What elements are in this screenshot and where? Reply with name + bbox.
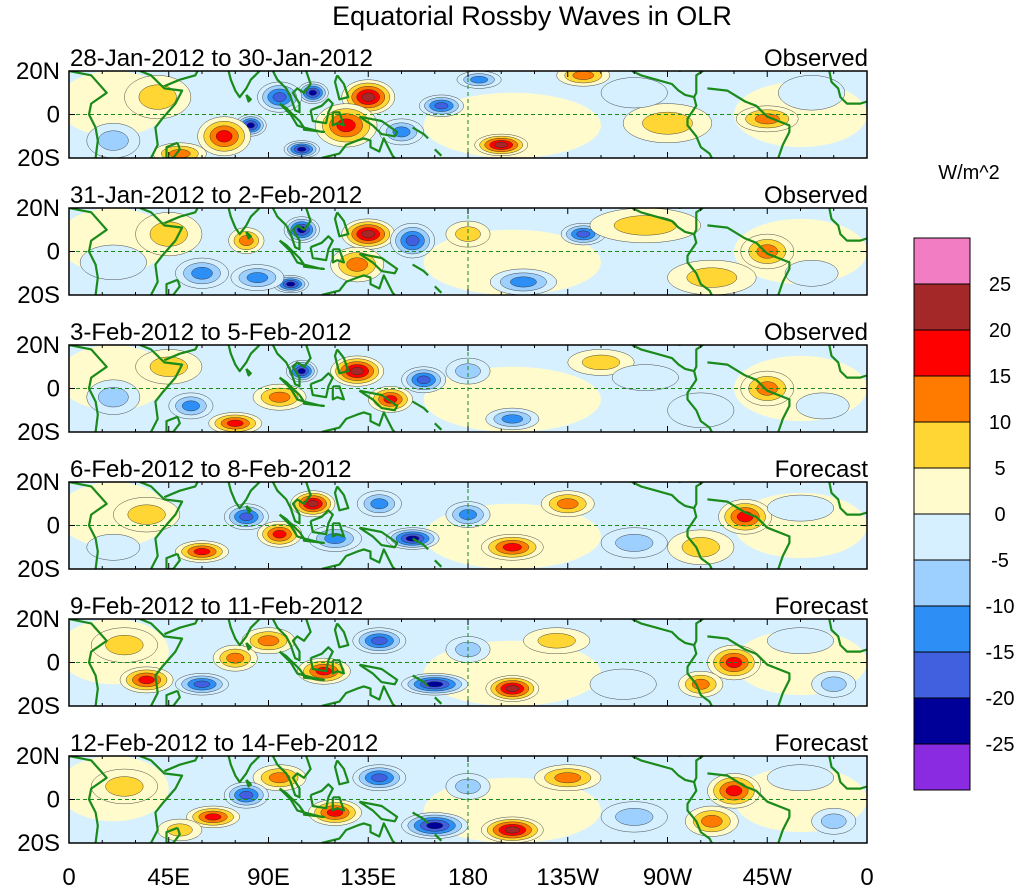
colorbar-swatch <box>913 651 971 699</box>
y-tick-label: 20S <box>17 145 60 172</box>
panel-date-range: 9-Feb-2012 to 11-Feb-2012 <box>70 593 363 620</box>
x-tick-label: 90E <box>247 864 290 890</box>
colorbar-label: -15 <box>986 642 1015 664</box>
x-tick-label: 135E <box>340 864 396 890</box>
colorbar-label: -20 <box>986 688 1015 710</box>
colorbar-swatch <box>913 421 971 469</box>
panel-date-range: 6-Feb-2012 to 8-Feb-2012 <box>70 456 352 483</box>
y-tick-label: 0 <box>47 513 60 540</box>
colorbar-unit: W/m^2 <box>938 162 1000 184</box>
x-tick-label: 45E <box>147 864 190 890</box>
y-tick-label: 20S <box>17 556 60 583</box>
y-tick-label: 0 <box>47 376 60 403</box>
y-tick-label: 0 <box>47 102 60 129</box>
panel-5: 9-Feb-2012 to 11-Feb-2012 Forecast 20N 0 20S <box>16 593 868 720</box>
panel-1: 28-Jan-2012 to 30-Jan-2012 Observed 20N 0 20… <box>16 45 868 172</box>
panel-4: 6-Feb-2012 to 8-Feb-2012 Forecast 20N 0 20S <box>16 456 868 583</box>
y-tick-label: 20N <box>16 743 60 770</box>
colorbar-swatch <box>913 237 971 285</box>
colorbar-label: 25 <box>989 274 1011 296</box>
colorbar-label: 0 <box>994 504 1005 526</box>
coastlines <box>69 345 867 432</box>
x-tick-label: 0 <box>860 864 873 890</box>
panel-status: Observed <box>764 319 868 346</box>
y-tick-label: 20N <box>16 332 60 359</box>
y-tick-label: 20N <box>16 606 60 633</box>
panel-date-range: 12-Feb-2012 to 14-Feb-2012 <box>70 730 378 757</box>
coastlines <box>69 756 867 843</box>
x-tick-label: 90W <box>643 864 693 890</box>
panel-status: Observed <box>764 182 868 209</box>
panel-date-range: 3-Feb-2012 to 5-Feb-2012 <box>70 319 352 346</box>
x-axis: 0 45E 90E 135E 180 135W 90W 45W 0 <box>62 864 873 890</box>
y-tick-label: 20S <box>17 419 60 446</box>
colorbar: W/m^2 25 20 15 10 5 0 -5 -10 -15 -20 -25 <box>913 162 1015 791</box>
colorbar-label: -25 <box>986 734 1015 756</box>
anomaly-field <box>69 619 867 706</box>
y-tick-label: 0 <box>47 239 60 266</box>
coastlines <box>69 208 867 295</box>
y-tick-label: 20S <box>17 282 60 309</box>
y-tick-label: 20S <box>17 830 60 857</box>
colorbar-swatch <box>913 743 971 791</box>
coastlines <box>69 619 867 706</box>
y-tick-label: 0 <box>47 650 60 677</box>
colorbar-label: 10 <box>989 412 1011 434</box>
x-tick-label: 45W <box>743 864 793 890</box>
coastlines <box>69 482 867 569</box>
y-tick-label: 20N <box>16 469 60 496</box>
y-tick-label: 0 <box>47 787 60 814</box>
colorbar-swatch <box>913 559 971 607</box>
colorbar-swatch <box>913 697 971 745</box>
colorbar-label: -10 <box>986 596 1015 618</box>
anomaly-field <box>69 756 867 843</box>
panel-2: 31-Jan-2012 to 2-Feb-2012 Observed 20N 0 20S <box>16 182 868 309</box>
colorbar-label: 15 <box>989 366 1011 388</box>
colorbar-swatch <box>913 375 971 423</box>
panel-status: Forecast <box>775 730 869 757</box>
anomaly-field <box>69 71 867 158</box>
anomaly-field <box>69 208 867 295</box>
colorbar-swatch <box>913 283 971 331</box>
x-tick-label: 180 <box>448 864 488 890</box>
panel-status: Observed <box>764 45 868 72</box>
figure-title: Equatorial Rossby Waves in OLR <box>332 1 732 31</box>
panel-3: 3-Feb-2012 to 5-Feb-2012 Observed 20N 0 20S <box>16 319 868 446</box>
panel-status: Forecast <box>775 456 869 483</box>
colorbar-label: 20 <box>989 320 1011 342</box>
colorbar-swatch <box>913 329 971 377</box>
colorbar-label: 5 <box>994 458 1005 480</box>
colorbar-swatch <box>913 467 971 515</box>
panel-date-range: 28-Jan-2012 to 30-Jan-2012 <box>70 45 373 72</box>
panels-group: 28-Jan-2012 to 30-Jan-2012 Observed 20N 0 20… <box>16 45 868 857</box>
colorbar-swatch <box>913 513 971 561</box>
anomaly-field <box>69 345 867 432</box>
y-tick-label: 20N <box>16 195 60 222</box>
coastlines <box>69 71 867 158</box>
y-tick-label: 20S <box>17 693 60 720</box>
panel-status: Forecast <box>775 593 869 620</box>
anomaly-field <box>69 482 867 569</box>
colorbar-label: -5 <box>991 550 1009 572</box>
x-tick-label: 0 <box>62 864 75 890</box>
colorbar-swatch <box>913 605 971 653</box>
x-tick-label: 135W <box>536 864 599 890</box>
y-tick-label: 20N <box>16 58 60 85</box>
panel-date-range: 31-Jan-2012 to 2-Feb-2012 <box>70 182 362 209</box>
panel-6: 12-Feb-2012 to 14-Feb-2012 Forecast 20N 0 20… <box>16 730 868 857</box>
